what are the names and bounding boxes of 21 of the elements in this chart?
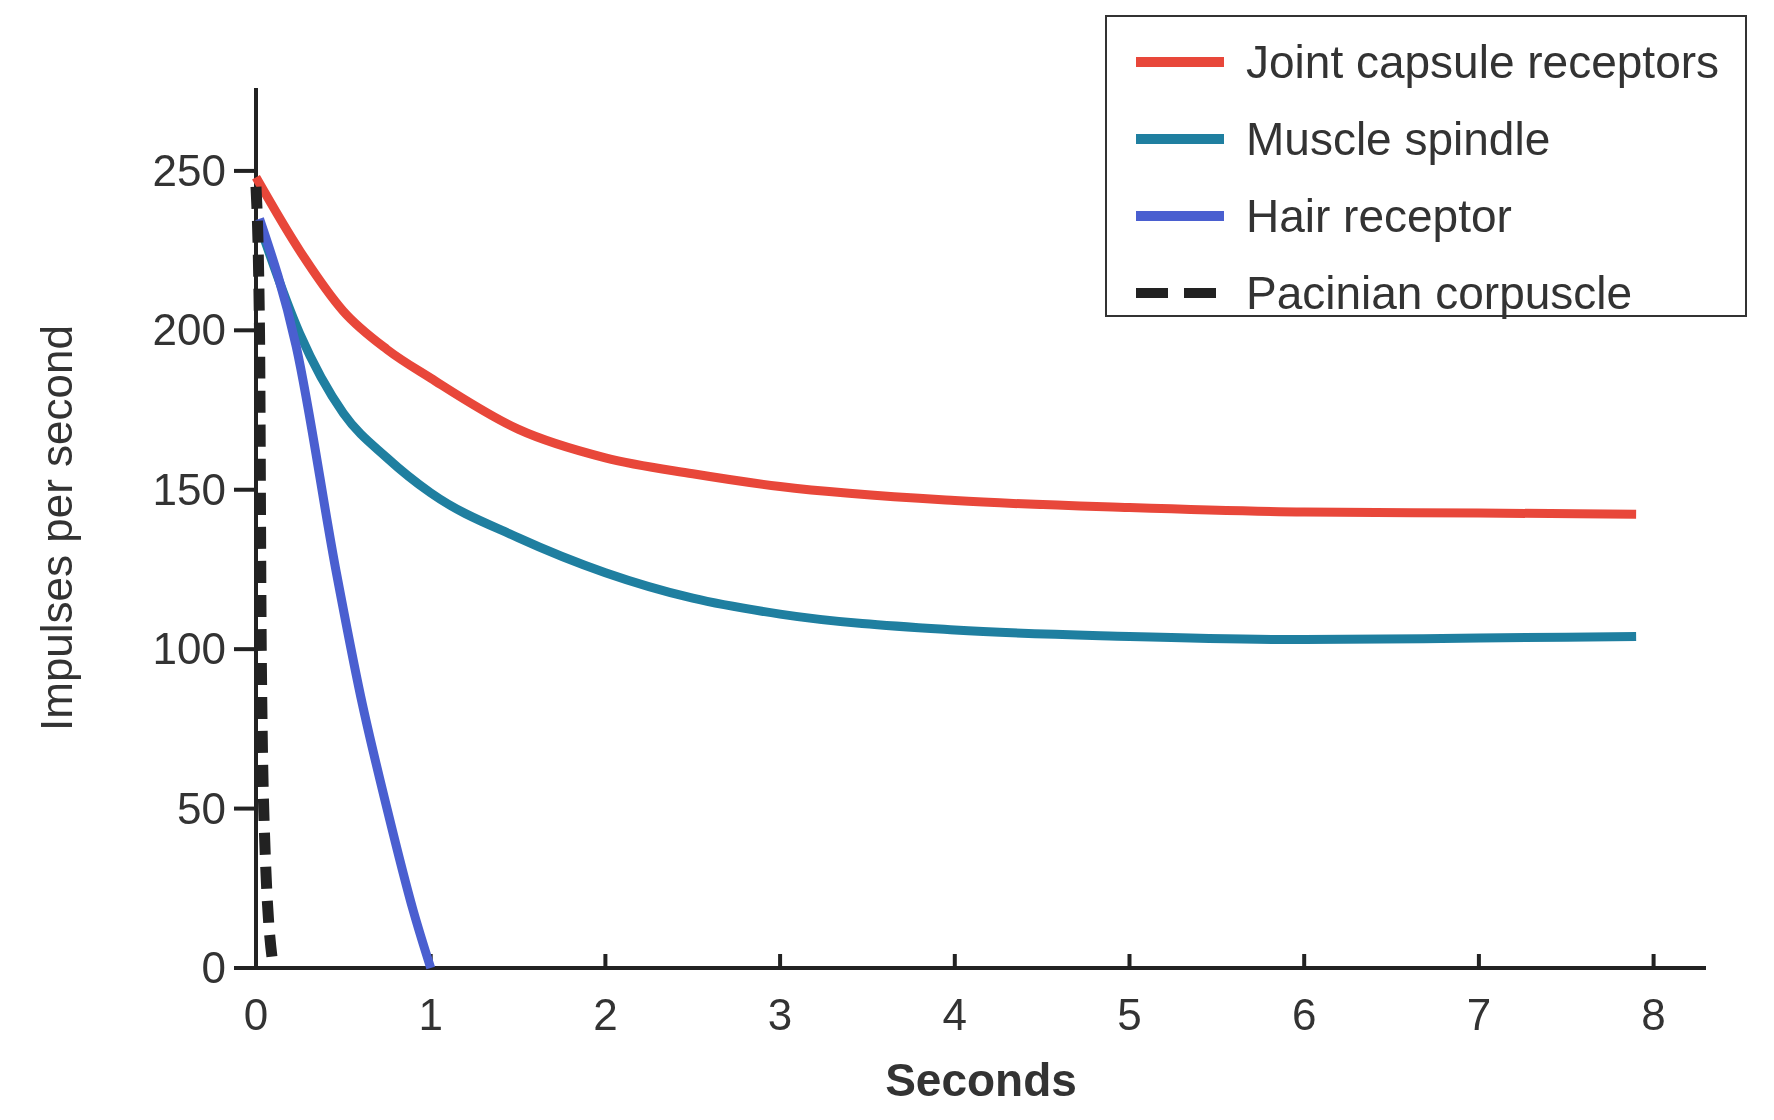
x-tick-label: 2: [593, 990, 618, 1039]
legend-label: Pacinian corpuscle: [1246, 267, 1633, 319]
y-tick-label: 50: [177, 783, 226, 833]
y-tick-label: 150: [152, 464, 226, 514]
x-tick-label: 0: [243, 990, 269, 1039]
x-tick-label: 3: [767, 990, 793, 1039]
y-tick-label: 0: [201, 943, 226, 992]
x-axis-title: Seconds: [885, 1054, 1077, 1106]
x-tick-label: 7: [1466, 990, 1492, 1039]
y-tick-label: 200: [152, 305, 226, 355]
x-tick-label: 4: [942, 990, 968, 1039]
y-tick-label: 100: [152, 624, 226, 674]
legend-label: Hair receptor: [1246, 190, 1512, 242]
y-axis-title: Impulses per second: [32, 325, 81, 731]
x-tick-label: 6: [1291, 990, 1317, 1039]
legend-label: Muscle spindle: [1246, 113, 1551, 165]
legend-label: Joint capsule receptors: [1246, 36, 1720, 88]
x-tick-label: 1: [418, 990, 443, 1039]
y-tick-label: 250: [152, 145, 226, 195]
x-tick-label: 5: [1117, 990, 1142, 1039]
x-tick-label: 8: [1641, 990, 1666, 1039]
